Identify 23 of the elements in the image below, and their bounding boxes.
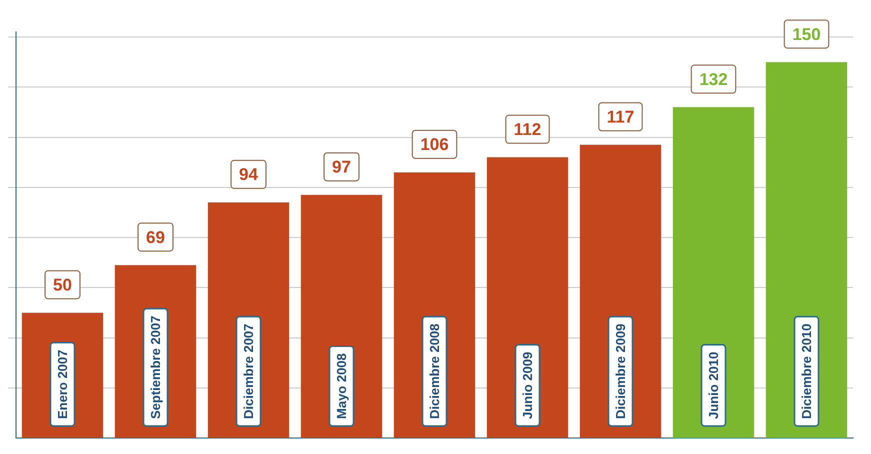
data-label: 132 [699, 70, 728, 89]
data-label: 117 [606, 107, 634, 126]
bar [672, 107, 754, 438]
bar [766, 62, 848, 438]
x-tick-label: Enero 2007 [55, 350, 70, 419]
bar [580, 144, 662, 438]
x-tick-label: Septiembre 2007 [148, 316, 164, 420]
data-label: 112 [514, 120, 542, 139]
data-label: 106 [420, 135, 449, 154]
x-tick-label: Mayo 2008 [334, 353, 350, 419]
data-label: 50 [53, 275, 72, 294]
data-label: 97 [332, 158, 351, 177]
x-tick-label: Diciembre 2007 [241, 324, 256, 420]
data-label: 150 [792, 24, 821, 44]
bar [486, 157, 568, 438]
data-label: 94 [239, 165, 258, 184]
x-tick-label: Junio 2010 [706, 352, 722, 420]
x-tick-label: Diciembre 2010 [799, 324, 814, 420]
data-label: 69 [146, 228, 165, 247]
x-tick-label: Diciembre 2009 [613, 324, 628, 420]
x-tick-label: Diciembre 2008 [427, 324, 442, 420]
x-tick-label: Junio 2009 [520, 352, 536, 420]
bar [300, 194, 382, 438]
